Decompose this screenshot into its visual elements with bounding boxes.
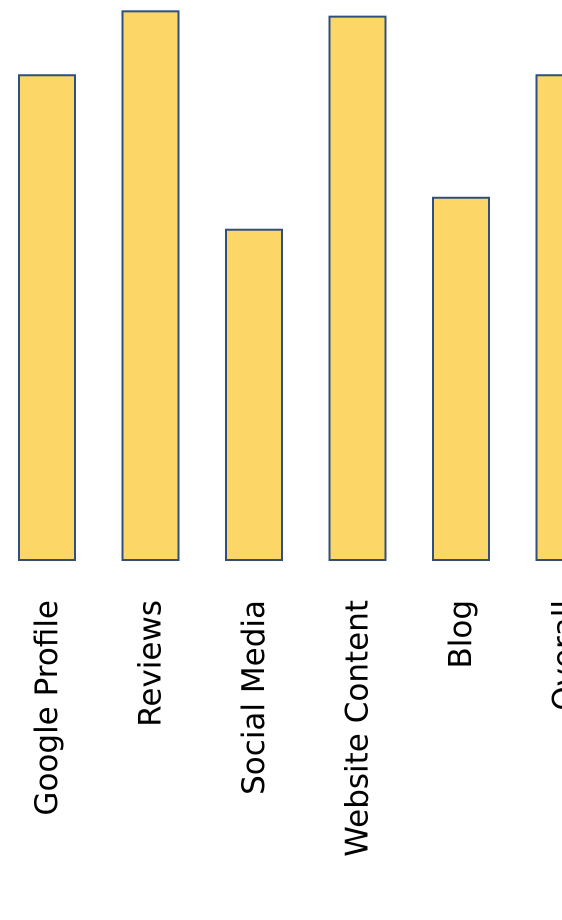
category-label-google-profile: Google Profile — [29, 600, 65, 816]
bar-google-profile — [18, 74, 76, 561]
bar-reviews — [121, 10, 180, 562]
bars-group — [18, 10, 562, 562]
category-label-reviews: Reviews — [133, 600, 169, 727]
bar-overall — [535, 74, 562, 561]
bar-blog — [432, 196, 490, 561]
bar-social-media — [225, 228, 283, 561]
category-labels-group: Google Profile Reviews Social Media Website… — [29, 600, 562, 857]
bar-website-content — [328, 15, 387, 561]
category-label-overall: Overall — [547, 600, 562, 711]
category-label-blog: Blog — [443, 600, 479, 669]
category-label-website-content: Website Content — [340, 600, 376, 857]
category-label-social-media: Social Media — [236, 600, 272, 795]
